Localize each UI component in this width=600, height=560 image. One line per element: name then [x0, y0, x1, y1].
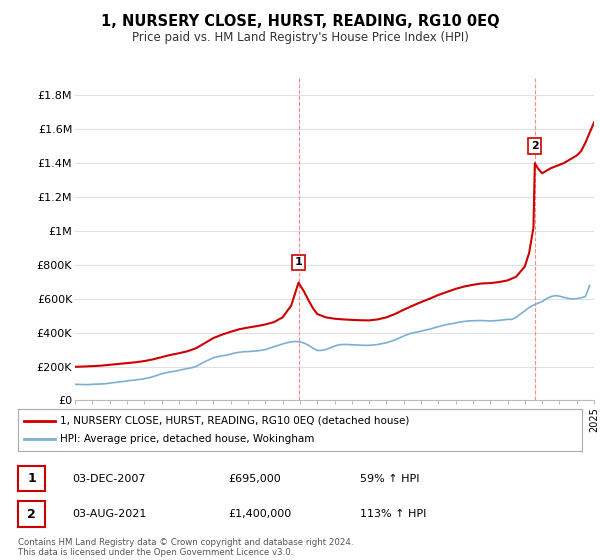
Text: 03-DEC-2007: 03-DEC-2007 [72, 474, 146, 484]
Text: 1, NURSERY CLOSE, HURST, READING, RG10 0EQ: 1, NURSERY CLOSE, HURST, READING, RG10 0… [101, 14, 499, 29]
Text: £695,000: £695,000 [228, 474, 281, 484]
Text: 59% ↑ HPI: 59% ↑ HPI [360, 474, 419, 484]
Text: £1,400,000: £1,400,000 [228, 509, 291, 519]
Text: 2: 2 [27, 507, 36, 521]
Text: 1: 1 [295, 257, 302, 267]
Text: Contains HM Land Registry data © Crown copyright and database right 2024.
This d: Contains HM Land Registry data © Crown c… [18, 538, 353, 557]
Text: Price paid vs. HM Land Registry's House Price Index (HPI): Price paid vs. HM Land Registry's House … [131, 31, 469, 44]
Text: HPI: Average price, detached house, Wokingham: HPI: Average price, detached house, Woki… [60, 434, 314, 444]
Text: 2: 2 [531, 141, 539, 151]
Text: 03-AUG-2021: 03-AUG-2021 [72, 509, 146, 519]
Text: 113% ↑ HPI: 113% ↑ HPI [360, 509, 427, 519]
Text: 1: 1 [27, 472, 36, 486]
Text: 1, NURSERY CLOSE, HURST, READING, RG10 0EQ (detached house): 1, NURSERY CLOSE, HURST, READING, RG10 0… [60, 416, 410, 426]
